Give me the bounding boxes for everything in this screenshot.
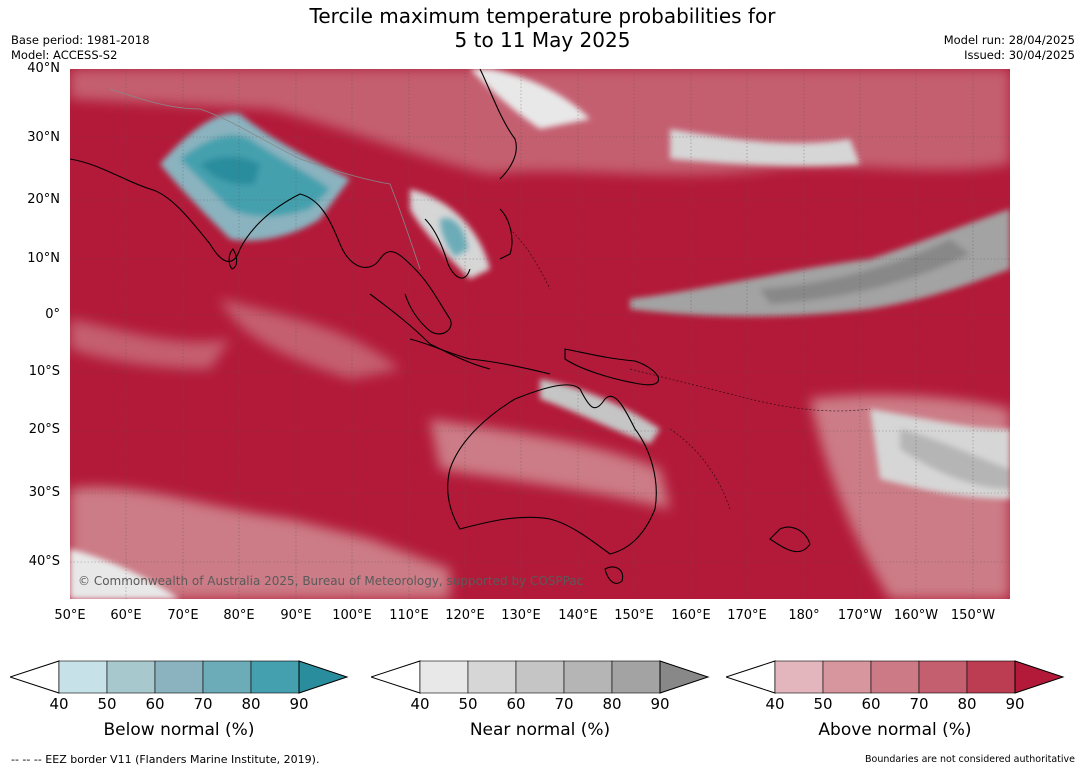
- country-borders: [109, 88, 421, 270]
- colorbar-above-normal: [726, 660, 1065, 694]
- colorbar-near-tick: 90: [650, 695, 670, 713]
- colorbar-below-label: Below normal (%): [103, 720, 255, 740]
- colorbar-above-min-arrow: [726, 660, 776, 694]
- colorbar-above-tick: 80: [957, 695, 977, 713]
- lon-label: 100°E: [332, 608, 372, 623]
- colorbar-above-segment: [918, 660, 968, 694]
- colorbar-below-normal: [10, 660, 349, 694]
- colorbar-near-tick: 70: [554, 695, 574, 713]
- map-title: Tercile maximum temperature probabilitie…: [0, 4, 1085, 52]
- colorbar-above-tick: 40: [765, 695, 785, 713]
- eez-footnote: -- -- -- EEZ border V11 (Flanders Marine…: [11, 753, 320, 766]
- lon-label: 170°E: [727, 608, 767, 623]
- probability-map: © Commonwealth of Australia 2025, Bureau…: [70, 69, 1010, 599]
- lon-label: 70°E: [167, 608, 199, 623]
- meta-left: Base period: 1981-2018 Model: ACCESS-S2: [11, 33, 150, 63]
- colorbar-near-segment: [515, 660, 565, 694]
- colorbar-near-tick: 80: [602, 695, 622, 713]
- colorbar-below-segment: [106, 660, 156, 694]
- colorbar-above-segment: [966, 660, 1016, 694]
- lat-label: 10°S: [28, 364, 60, 379]
- colorbar-above-segment: [870, 660, 920, 694]
- lon-label: 130°E: [501, 608, 541, 623]
- lat-label: 40°S: [28, 554, 60, 569]
- lon-label: 150°W: [950, 608, 996, 623]
- lon-label: 170°W: [837, 608, 883, 623]
- colorbar-near-normal: [371, 660, 710, 694]
- colorbar-near-tick: 40: [410, 695, 430, 713]
- coastlines: [70, 69, 811, 584]
- below-normal-regions: [160, 113, 468, 257]
- lat-label: 30°S: [28, 485, 60, 500]
- colorbar-below-tick: 40: [49, 695, 69, 713]
- lat-label: 10°N: [27, 251, 60, 266]
- colorbar-near-tick: 60: [506, 695, 526, 713]
- colorbar-below-tick: 70: [193, 695, 213, 713]
- issued-date: Issued: 30/04/2025: [964, 48, 1075, 62]
- title-line-1: Tercile maximum temperature probabilitie…: [309, 4, 776, 28]
- colorbar-below-tick: 50: [97, 695, 117, 713]
- colorbar-below-tick: 60: [145, 695, 165, 713]
- colorbar-below-tick: 80: [241, 695, 261, 713]
- colorbar-near-label: Near normal (%): [469, 720, 611, 740]
- colorbar-above-max-arrow: [1014, 660, 1065, 694]
- lon-label: 150°E: [614, 608, 654, 623]
- colorbar-above-segment: [774, 660, 824, 694]
- lat-label: 30°N: [27, 130, 60, 145]
- boundaries-disclaimer: Boundaries are not considered authoritat…: [865, 754, 1075, 765]
- colorbar-near-segment: [611, 660, 661, 694]
- colorbar-near-segment: [419, 660, 469, 694]
- colorbar-near-tick: 50: [458, 695, 478, 713]
- colorbar-near-max-arrow: [659, 660, 710, 694]
- colorbar-below-segment: [250, 660, 300, 694]
- eez-borders: [509, 228, 871, 510]
- title-line-2: 5 to 11 May 2025: [454, 28, 631, 52]
- lon-label: 110°E: [389, 608, 429, 623]
- colorbar-near-segment: [467, 660, 517, 694]
- lat-label: 40°N: [27, 61, 60, 76]
- base-period: Base period: 1981-2018: [11, 33, 150, 47]
- lon-label: 160°E: [671, 608, 711, 623]
- lat-label: 20°S: [28, 422, 60, 437]
- lon-label: 160°W: [893, 608, 939, 623]
- colorbar-above-tick: 50: [813, 695, 833, 713]
- colorbar-near-min-arrow: [371, 660, 421, 694]
- lat-label: 20°N: [27, 192, 60, 207]
- colorbar-below-segment: [154, 660, 204, 694]
- colorbar-above-label: Above normal (%): [818, 720, 972, 740]
- colorbar-below-min-arrow: [10, 660, 60, 694]
- colorbar-above-tick: 90: [1005, 695, 1025, 713]
- colorbar-near-segment: [563, 660, 613, 694]
- colorbar-below-segment: [58, 660, 108, 694]
- map-svg: [70, 69, 1010, 599]
- lon-label: 140°E: [558, 608, 598, 623]
- lon-label: 180°: [788, 608, 820, 623]
- meta-right: Model run: 28/04/2025 Issued: 30/04/2025: [944, 33, 1075, 63]
- copyright-notice: © Commonwealth of Australia 2025, Bureau…: [78, 574, 584, 588]
- lon-label: 60°E: [110, 608, 142, 623]
- model-run: Model run: 28/04/2025: [943, 33, 1075, 47]
- lon-label: 50°E: [54, 608, 86, 623]
- colorbar-below-segment: [202, 660, 252, 694]
- colorbar-above-tick: 70: [909, 695, 929, 713]
- colorbar-above-tick: 60: [861, 695, 881, 713]
- colorbar-below-tick: 90: [289, 695, 309, 713]
- lon-label: 80°E: [223, 608, 255, 623]
- lon-label: 90°E: [280, 608, 312, 623]
- lat-label: 0°: [45, 307, 60, 322]
- colorbar-above-segment: [822, 660, 872, 694]
- model-name: Model: ACCESS-S2: [11, 48, 118, 62]
- colorbar-below-max-arrow: [298, 660, 349, 694]
- lon-label: 120°E: [445, 608, 485, 623]
